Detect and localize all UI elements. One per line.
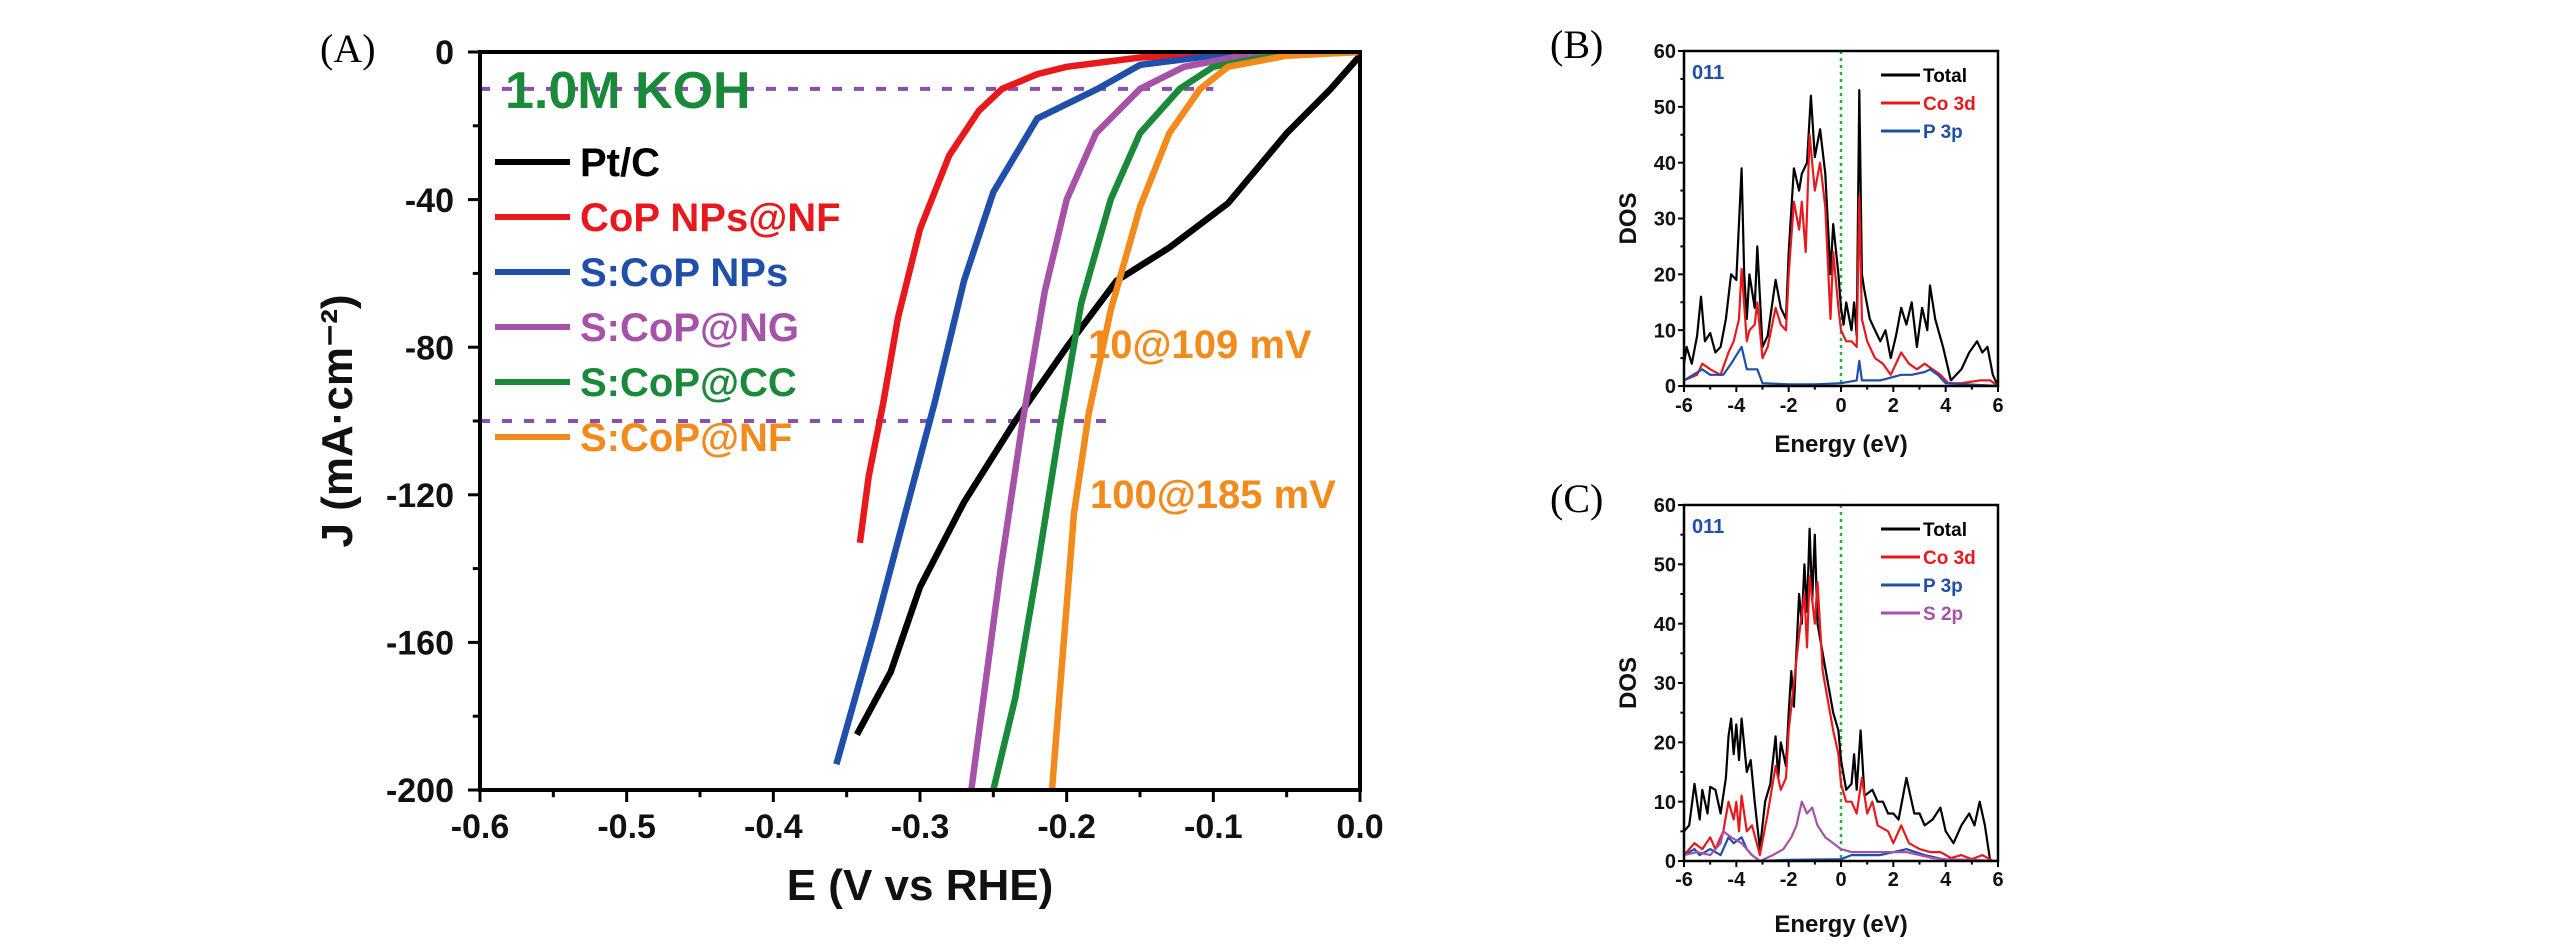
legend-label: CoP NPs@NF	[580, 196, 841, 240]
x-tick-label: -6	[1675, 869, 1693, 891]
x-tick-label: -0.6	[451, 808, 510, 846]
panel-label: (C)	[1550, 476, 1603, 521]
x-tick-label: -0.4	[744, 808, 803, 846]
y-tick-label: -80	[405, 329, 454, 367]
legend-label: S 2p	[1923, 604, 1963, 625]
y-axis-label: J (mA·cm⁻²)	[313, 294, 362, 547]
legend-label: P 3p	[1923, 576, 1963, 597]
plot-area	[480, 52, 1360, 790]
legend-label: S:CoP@NG	[580, 306, 799, 350]
electrolyte-label: 1.0M KOH	[505, 62, 751, 120]
annotation-100ma: 100@185 mV	[1090, 473, 1336, 517]
series-line-co-3d	[1684, 133, 1998, 386]
series-line-pt-c	[854, 53, 1360, 737]
x-tick-label: -4	[1727, 395, 1746, 417]
y-tick-label: 0	[1665, 376, 1676, 398]
y-tick-label: 0	[435, 34, 454, 72]
x-axis-label: Energy (eV)	[1774, 431, 1907, 458]
legend-label: Total	[1923, 66, 1967, 87]
panel-label: (B)	[1550, 22, 1603, 67]
series-line-p-3p	[1684, 345, 1998, 386]
annotation-10ma: 10@109 mV	[1088, 323, 1312, 367]
x-tick-label: 6	[1992, 395, 2003, 417]
y-tick-label: 10	[1654, 792, 1676, 814]
y-tick-label: 20	[1654, 733, 1676, 755]
x-axis-label: E (V vs RHE)	[787, 861, 1054, 910]
y-tick-label: -40	[405, 182, 454, 220]
series-line-s-cop-ng	[968, 52, 1360, 790]
x-tick-label: -0.1	[1184, 808, 1243, 846]
x-tick-label: 6	[1992, 869, 2003, 891]
x-tick-label: 0.0	[1336, 808, 1383, 846]
x-axis-label: Energy (eV)	[1774, 911, 1907, 938]
panel-label: (A)	[320, 26, 376, 71]
x-tick-label: -2	[1780, 869, 1798, 891]
facet-label: 011	[1692, 516, 1724, 538]
y-tick-label: 30	[1654, 209, 1676, 231]
y-axis-label: DOS	[1615, 192, 1642, 244]
legend-label: Co 3d	[1923, 548, 1976, 569]
x-tick-label: -0.3	[891, 808, 950, 846]
legend-label: S:CoP@CC	[580, 361, 797, 405]
y-tick-label: 20	[1654, 265, 1676, 287]
y-tick-label: 40	[1654, 614, 1676, 636]
x-tick-label: -0.5	[597, 808, 656, 846]
legend-label: S:CoP@NF	[580, 416, 792, 460]
x-tick-label: 0	[1835, 869, 1846, 891]
series-line-s-cop-nf	[1048, 52, 1360, 790]
x-tick-label: 2	[1888, 869, 1899, 891]
x-tick-label: -4	[1727, 869, 1746, 891]
series-line-co-3d	[1684, 575, 1998, 861]
legend-label: P 3p	[1923, 122, 1963, 143]
legend-label: Co 3d	[1923, 94, 1976, 115]
x-tick-label: 4	[1940, 869, 1952, 891]
legend-label: Total	[1923, 520, 1967, 541]
y-tick-label: 50	[1654, 97, 1676, 119]
y-tick-label: 10	[1654, 320, 1676, 342]
series-line-cop-nps-nf	[856, 52, 1360, 544]
x-tick-label: 2	[1888, 395, 1899, 417]
x-tick-label: -2	[1780, 395, 1798, 417]
legend-label: S:CoP NPs	[580, 251, 788, 295]
x-tick-label: -0.2	[1037, 808, 1096, 846]
y-tick-label: 50	[1654, 555, 1676, 577]
x-tick-label: 4	[1940, 395, 1952, 417]
series-line-total	[1684, 88, 1998, 386]
y-tick-label: 60	[1654, 41, 1676, 63]
facet-label: 011	[1692, 62, 1724, 84]
series-line-s-cop-nps	[833, 52, 1360, 766]
plot-area	[1684, 505, 1998, 861]
series-line-s-cop-cc	[990, 52, 1360, 790]
x-tick-label: -6	[1675, 395, 1693, 417]
y-tick-label: -200	[386, 772, 454, 810]
y-tick-label: -120	[386, 477, 454, 515]
series-line-s-2p	[1684, 800, 1998, 861]
legend-label: Pt/C	[580, 141, 660, 185]
panel-a: (A) -0.6 -0.5 -0.4 -0.3 -0.2 -0.1 0.0 0 -40 -80 -12…	[313, 26, 1384, 910]
y-tick-label: 30	[1654, 673, 1676, 695]
y-tick-label: 0	[1665, 851, 1676, 873]
y-tick-label: -160	[386, 625, 454, 663]
x-tick-label: 0	[1835, 395, 1846, 417]
y-tick-label: 40	[1654, 153, 1676, 175]
y-tick-label: 60	[1654, 495, 1676, 517]
plot-area	[1684, 51, 1998, 386]
y-axis-label: DOS	[1615, 657, 1642, 709]
